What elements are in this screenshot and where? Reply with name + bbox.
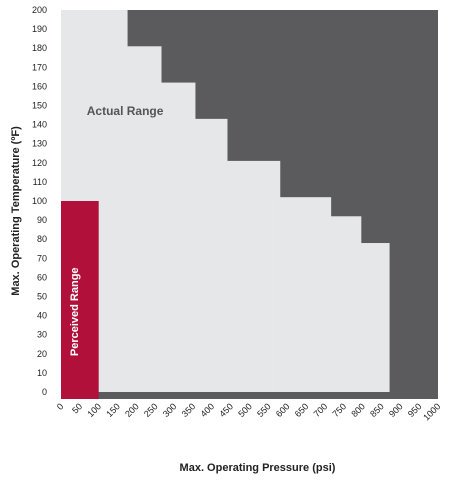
y-tick-label: 90 <box>37 215 47 225</box>
x-tick-label: 1000 <box>421 401 442 422</box>
actual-range-step-3 <box>194 118 228 393</box>
actual-range-step-4 <box>226 160 281 392</box>
y-tick-label: 120 <box>32 158 47 168</box>
x-tick-label: 400 <box>199 401 217 419</box>
x-tick-label: 150 <box>104 401 122 419</box>
y-tick-label: 0 <box>42 387 47 397</box>
perceived-range-bar-0 <box>61 201 99 399</box>
y-tick-label: 40 <box>37 311 47 321</box>
y-tick-label: 130 <box>32 139 47 149</box>
x-tick-label: 900 <box>387 401 405 419</box>
y-tick-label: 180 <box>32 43 47 53</box>
actual-range-step-1 <box>126 46 162 392</box>
x-tick-label: 700 <box>312 401 330 419</box>
x-tick-label: 550 <box>255 401 273 419</box>
actual-range-step-6 <box>330 216 362 392</box>
x-axis-ticks: 0 50 100 150 200 250 300 350 400 450 500 550 600 650 7… <box>55 401 443 422</box>
x-tick-label: 800 <box>349 401 367 419</box>
y-tick-label: 200 <box>32 5 47 15</box>
x-axis-label: Max. Operating Pressure (psi) <box>180 462 336 474</box>
x-tick-label: 750 <box>330 401 348 419</box>
x-tick-label: 300 <box>161 401 179 419</box>
y-tick-label: 20 <box>37 349 47 359</box>
x-tick-label: 200 <box>123 401 141 419</box>
y-axis-label: Max. Operating Temperature (ºF) <box>10 126 22 296</box>
x-tick-label: 350 <box>180 401 198 419</box>
actual-range-step-5 <box>279 197 332 392</box>
x-tick-label: 0 <box>55 401 66 412</box>
x-tick-label: 850 <box>368 401 386 419</box>
actual-range-step-7 <box>360 243 390 392</box>
plot-area: Actual Range Perceived Range <box>61 10 438 399</box>
y-axis-ticks: 0 10 20 30 40 50 60 70 80 90 100 110 120 130 140 150 160… <box>32 5 47 397</box>
actual-range-step-2 <box>160 82 196 392</box>
x-tick-label: 450 <box>217 401 235 419</box>
y-tick-label: 50 <box>37 292 47 302</box>
y-tick-label: 80 <box>37 234 47 244</box>
y-tick-label: 160 <box>32 81 47 91</box>
x-tick-label: 600 <box>274 401 292 419</box>
y-tick-label: 190 <box>32 24 47 34</box>
y-tick-label: 150 <box>32 101 47 111</box>
y-tick-label: 100 <box>32 196 47 206</box>
perceived-range-area <box>61 201 99 399</box>
x-tick-label: 650 <box>293 401 311 419</box>
y-tick-label: 140 <box>32 120 47 130</box>
y-tick-label: 60 <box>37 272 47 282</box>
y-tick-label: 10 <box>37 368 47 378</box>
actual-range-label: Actual Range <box>87 104 164 118</box>
y-tick-label: 30 <box>37 330 47 340</box>
actual-range-area <box>61 10 390 393</box>
x-tick-label: 250 <box>142 401 160 419</box>
perceived-range-label: Perceived Range <box>69 267 81 356</box>
x-tick-label: 100 <box>85 401 103 419</box>
y-tick-label: 70 <box>37 253 47 263</box>
y-tick-label: 170 <box>32 62 47 72</box>
y-tick-label: 110 <box>33 177 47 187</box>
baseline-strip <box>61 392 438 399</box>
x-tick-label: 500 <box>236 401 254 419</box>
x-tick-label: 50 <box>70 401 84 415</box>
